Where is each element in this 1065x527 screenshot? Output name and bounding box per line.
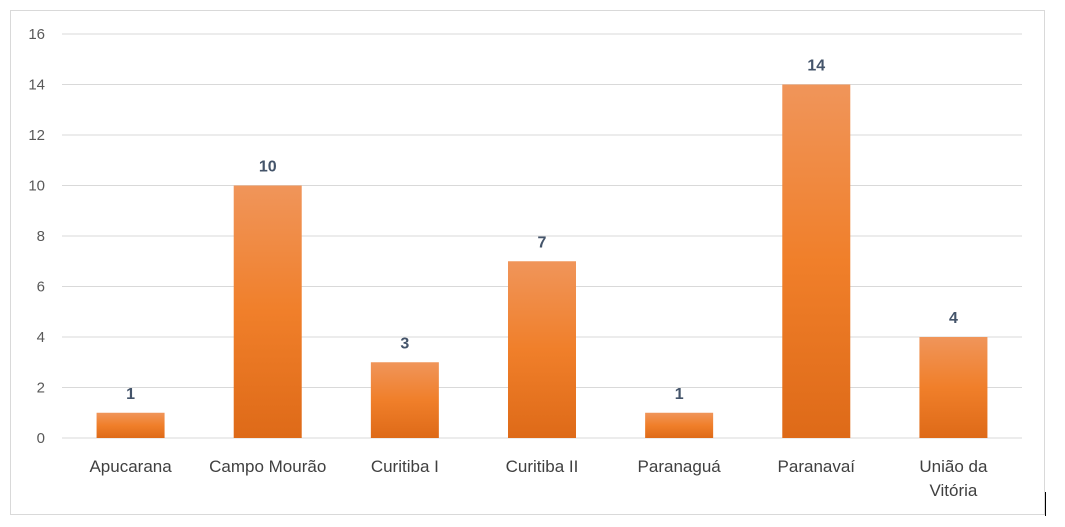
y-tick-label: 6 (37, 279, 45, 296)
data-label: 1 (126, 386, 135, 403)
x-tick-label: Curitiba I (371, 457, 439, 476)
data-label: 4 (949, 310, 958, 327)
bar (370, 362, 439, 438)
data-label: 7 (538, 234, 547, 251)
y-tick-label: 14 (28, 77, 45, 94)
y-tick-label: 4 (37, 329, 45, 346)
x-tick-label: União da Vitória (919, 457, 988, 500)
data-label: 3 (400, 335, 409, 352)
y-tick-label: 2 (37, 380, 45, 397)
data-label: 1 (675, 386, 684, 403)
x-tick-label: Curitiba II (506, 457, 579, 476)
bar (96, 412, 165, 438)
data-label: 10 (259, 159, 277, 176)
x-tick-label: Paranavaí (778, 457, 856, 476)
edge-mark (1045, 492, 1046, 516)
bar (508, 261, 576, 438)
x-tick-label: Paranaguá (638, 457, 722, 476)
x-tick-label: Apucarana (89, 457, 172, 476)
x-tick-label: Campo Mourão (209, 457, 326, 476)
y-tick-label: 10 (28, 178, 45, 195)
data-label: 14 (807, 58, 825, 75)
y-tick-label: 0 (37, 430, 45, 447)
bar (645, 412, 714, 438)
y-tick-label: 12 (28, 127, 45, 144)
y-tick-label: 8 (37, 228, 45, 245)
y-tick-label: 16 (28, 26, 45, 43)
bar (233, 185, 302, 438)
bar (919, 337, 988, 438)
bar (782, 84, 851, 438)
